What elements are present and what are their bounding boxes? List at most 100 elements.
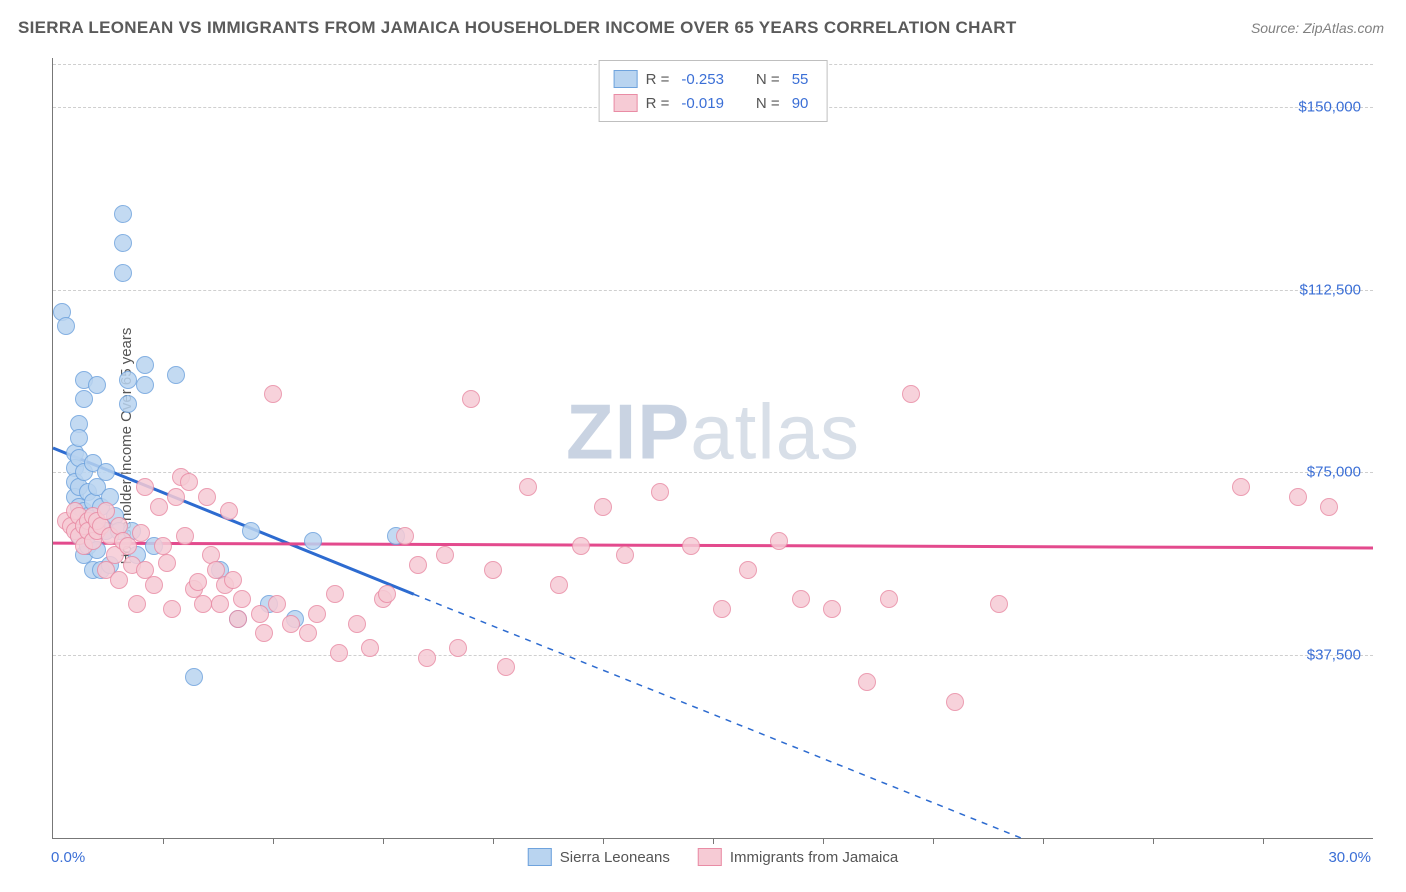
regression-lines bbox=[53, 58, 1373, 838]
data-point bbox=[418, 649, 436, 667]
data-point bbox=[198, 488, 216, 506]
data-point bbox=[519, 478, 537, 496]
data-point bbox=[651, 483, 669, 501]
data-point bbox=[348, 615, 366, 633]
x-tick bbox=[933, 838, 934, 844]
data-point bbox=[114, 264, 132, 282]
x-tick bbox=[163, 838, 164, 844]
x-tick bbox=[383, 838, 384, 844]
data-point bbox=[242, 522, 260, 540]
data-point bbox=[268, 595, 286, 613]
data-point bbox=[154, 537, 172, 555]
data-point bbox=[114, 234, 132, 252]
data-point bbox=[396, 527, 414, 545]
data-point bbox=[304, 532, 322, 550]
series-name: Sierra Leoneans bbox=[560, 849, 670, 866]
series-name: Immigrants from Jamaica bbox=[730, 849, 898, 866]
data-point bbox=[409, 556, 427, 574]
data-point bbox=[330, 644, 348, 662]
data-point bbox=[167, 366, 185, 384]
watermark-zip: ZIP bbox=[566, 388, 690, 476]
data-point bbox=[194, 595, 212, 613]
data-point bbox=[180, 473, 198, 491]
data-point bbox=[1320, 498, 1338, 516]
data-point bbox=[211, 595, 229, 613]
data-point bbox=[119, 371, 137, 389]
legend-N-label: N = bbox=[756, 95, 780, 112]
data-point bbox=[823, 600, 841, 618]
data-point bbox=[436, 546, 454, 564]
data-point bbox=[132, 524, 150, 542]
legend-R-label: R = bbox=[646, 95, 670, 112]
data-point bbox=[136, 376, 154, 394]
correlation-legend: R = -0.253 N = 55 R = -0.019 N = 90 bbox=[599, 60, 828, 122]
y-tick-label: $75,000 bbox=[1307, 464, 1361, 481]
data-point bbox=[880, 590, 898, 608]
gridline bbox=[53, 290, 1373, 291]
legend-R-value: -0.253 bbox=[677, 71, 728, 88]
data-point bbox=[770, 532, 788, 550]
data-point bbox=[550, 576, 568, 594]
data-point bbox=[361, 639, 379, 657]
x-tick bbox=[1043, 838, 1044, 844]
data-point bbox=[378, 585, 396, 603]
source-attribution: Source: ZipAtlas.com bbox=[1251, 20, 1384, 36]
data-point bbox=[97, 502, 115, 520]
data-point bbox=[1289, 488, 1307, 506]
data-point bbox=[176, 527, 194, 545]
data-point bbox=[185, 668, 203, 686]
data-point bbox=[57, 317, 75, 335]
legend-N-label: N = bbox=[756, 71, 780, 88]
data-point bbox=[233, 590, 251, 608]
data-point bbox=[97, 463, 115, 481]
data-point bbox=[128, 595, 146, 613]
data-point bbox=[189, 573, 207, 591]
data-point bbox=[150, 498, 168, 516]
data-point bbox=[739, 561, 757, 579]
regression-line bbox=[53, 543, 1373, 548]
legend-swatch bbox=[614, 94, 638, 112]
series-legend-item: Sierra Leoneans bbox=[528, 848, 670, 866]
data-point bbox=[145, 576, 163, 594]
legend-swatch bbox=[698, 848, 722, 866]
data-point bbox=[462, 390, 480, 408]
data-point bbox=[616, 546, 634, 564]
data-point bbox=[70, 429, 88, 447]
legend-swatch bbox=[528, 848, 552, 866]
data-point bbox=[326, 585, 344, 603]
legend-N-value: 90 bbox=[788, 95, 813, 112]
legend-R-label: R = bbox=[646, 71, 670, 88]
data-point bbox=[229, 610, 247, 628]
legend-N-value: 55 bbox=[788, 71, 813, 88]
x-axis-start-label: 0.0% bbox=[51, 849, 85, 866]
x-axis-end-label: 30.0% bbox=[1328, 849, 1371, 866]
data-point bbox=[902, 385, 920, 403]
plot-area: ZIPatlas $37,500$75,000$112,500$150,000 … bbox=[52, 58, 1373, 839]
regression-line-extrapolated bbox=[414, 594, 1021, 838]
y-tick-label: $37,500 bbox=[1307, 647, 1361, 664]
legend-row: R = -0.019 N = 90 bbox=[614, 91, 813, 115]
data-point bbox=[1232, 478, 1250, 496]
data-point bbox=[946, 693, 964, 711]
data-point bbox=[136, 356, 154, 374]
data-point bbox=[114, 205, 132, 223]
data-point bbox=[163, 600, 181, 618]
legend-R-value: -0.019 bbox=[677, 95, 728, 112]
watermark-atlas: atlas bbox=[690, 388, 860, 476]
series-legend: Sierra Leoneans Immigrants from Jamaica bbox=[528, 848, 898, 866]
y-tick-label: $112,500 bbox=[1300, 281, 1361, 298]
legend-row: R = -0.253 N = 55 bbox=[614, 67, 813, 91]
x-tick bbox=[603, 838, 604, 844]
x-tick bbox=[1263, 838, 1264, 844]
data-point bbox=[158, 554, 176, 572]
data-point bbox=[858, 673, 876, 691]
data-point bbox=[136, 478, 154, 496]
data-point bbox=[299, 624, 317, 642]
data-point bbox=[251, 605, 269, 623]
data-point bbox=[594, 498, 612, 516]
data-point bbox=[713, 600, 731, 618]
chart-title: SIERRA LEONEAN VS IMMIGRANTS FROM JAMAIC… bbox=[18, 18, 1017, 38]
x-tick bbox=[493, 838, 494, 844]
data-point bbox=[255, 624, 273, 642]
data-point bbox=[792, 590, 810, 608]
